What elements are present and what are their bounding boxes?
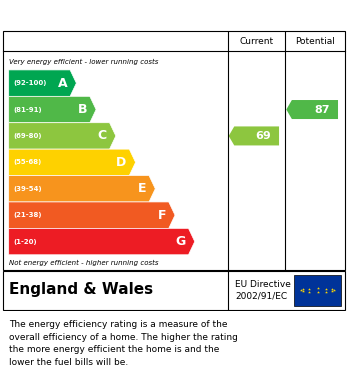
Polygon shape — [9, 228, 195, 255]
Text: 87: 87 — [314, 104, 330, 115]
Text: Very energy efficient - lower running costs: Very energy efficient - lower running co… — [9, 59, 158, 65]
Text: (55-68): (55-68) — [13, 160, 41, 165]
Text: B: B — [78, 103, 87, 116]
Text: EU Directive: EU Directive — [235, 280, 291, 289]
Text: A: A — [58, 77, 67, 90]
Polygon shape — [286, 100, 338, 119]
Text: E: E — [138, 182, 146, 195]
Text: Current: Current — [239, 37, 274, 46]
Text: C: C — [98, 129, 107, 142]
Text: (92-100): (92-100) — [13, 80, 46, 86]
Text: F: F — [157, 209, 166, 222]
Text: Not energy efficient - higher running costs: Not energy efficient - higher running co… — [9, 260, 158, 266]
Text: (21-38): (21-38) — [13, 212, 41, 218]
Polygon shape — [229, 126, 279, 145]
Text: England & Wales: England & Wales — [9, 282, 153, 297]
Text: 69: 69 — [255, 131, 271, 141]
Text: Energy Efficiency Rating: Energy Efficiency Rating — [69, 8, 279, 23]
Text: Potential: Potential — [295, 37, 335, 46]
Bar — [294, 275, 341, 306]
Text: G: G — [175, 235, 186, 248]
Text: (39-54): (39-54) — [13, 186, 41, 192]
Polygon shape — [9, 202, 175, 228]
Polygon shape — [9, 70, 76, 96]
Text: (69-80): (69-80) — [13, 133, 41, 139]
Polygon shape — [9, 123, 116, 149]
Text: The energy efficiency rating is a measure of the
overall efficiency of a home. T: The energy efficiency rating is a measur… — [9, 321, 238, 367]
Text: D: D — [116, 156, 127, 169]
Polygon shape — [9, 149, 136, 176]
Text: 2002/91/EC: 2002/91/EC — [235, 292, 287, 301]
Text: (1-20): (1-20) — [13, 239, 37, 244]
Polygon shape — [9, 96, 96, 123]
Text: (81-91): (81-91) — [13, 106, 41, 113]
Polygon shape — [9, 176, 155, 202]
